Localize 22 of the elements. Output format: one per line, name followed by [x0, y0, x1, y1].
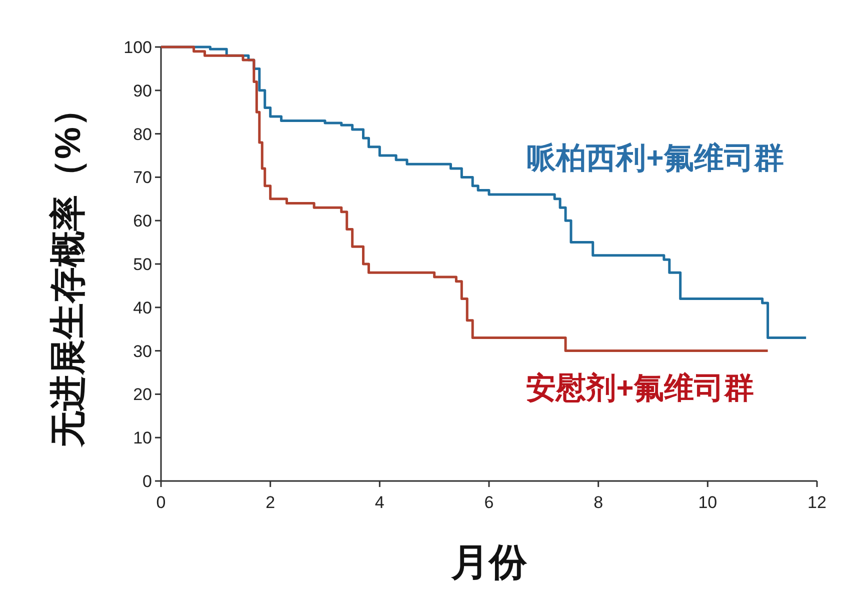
y-tick-label: 10 [133, 428, 152, 448]
y-tick-label: 60 [133, 212, 152, 231]
y-axis-title: 无进展生存概率（%） [47, 90, 88, 448]
series-label: 哌柏西利+氟维司群 [526, 141, 784, 175]
x-axis-title: 月份 [450, 542, 528, 584]
x-tick-label: 12 [808, 493, 826, 512]
x-tick-label: 0 [156, 493, 166, 512]
y-tick-label: 20 [133, 385, 152, 404]
y-tick-label: 70 [133, 168, 152, 188]
x-tick-label: 4 [374, 493, 384, 512]
y-tick-label: 50 [133, 255, 152, 274]
y-tick-label: 40 [133, 298, 152, 318]
x-tick-label: 8 [594, 493, 604, 512]
y-tick-label: 80 [133, 124, 152, 144]
series-label: 安慰剂+氟维司群 [526, 371, 754, 405]
y-tick-label: 100 [124, 38, 152, 57]
y-tick-label: 0 [142, 472, 152, 491]
y-tick-label: 90 [133, 81, 152, 100]
x-tick-label: 2 [266, 493, 276, 512]
y-tick-label: 30 [133, 342, 152, 361]
x-tick-label: 10 [698, 493, 718, 512]
x-tick-label: 6 [484, 493, 494, 512]
